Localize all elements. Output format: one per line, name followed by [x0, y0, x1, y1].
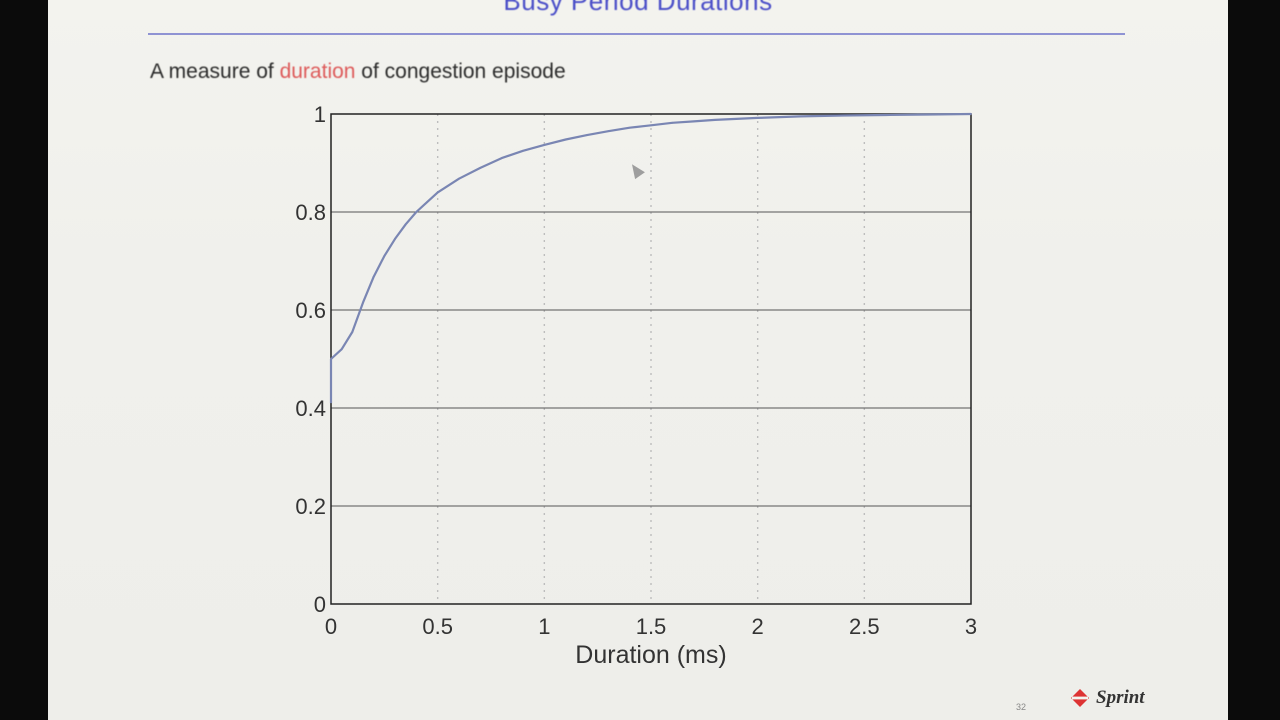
data-point	[586, 134, 588, 136]
data-point	[340, 348, 343, 351]
x-tick-label: 2	[752, 614, 764, 639]
x-tick-label: 0.5	[422, 614, 453, 639]
data-point	[479, 167, 482, 169]
data-point	[735, 118, 738, 120]
data-point	[383, 255, 386, 257]
data-point	[927, 113, 930, 116]
x-tick-label: 2.5	[849, 614, 880, 639]
x-tick-label: 0	[325, 614, 337, 639]
y-tick-label: 1	[314, 102, 326, 127]
brand-name: Sprint	[1096, 687, 1145, 708]
y-tick-label: 0.8	[295, 200, 326, 225]
data-point	[607, 130, 610, 133]
data-point	[426, 201, 428, 204]
data-point	[415, 211, 418, 213]
data-point	[522, 149, 524, 152]
subtitle-highlight: duration	[279, 60, 356, 83]
y-tick-label: 0	[314, 592, 326, 617]
sprint-logo: Sprint	[1070, 687, 1145, 709]
data-point	[404, 223, 407, 226]
title-divider	[148, 33, 1125, 35]
subtitle-post: of congestion episode	[355, 60, 566, 83]
data-point	[714, 118, 716, 121]
data-point	[330, 358, 332, 360]
data-point	[564, 138, 567, 141]
x-tick-label: 1.5	[636, 614, 667, 639]
data-point	[458, 177, 460, 180]
data-point	[756, 117, 759, 119]
horizontal-grid	[331, 211, 971, 507]
subtitle-pre: A measure of	[150, 60, 280, 83]
y-tick-label: 0.2	[295, 494, 326, 519]
data-point	[372, 275, 375, 278]
data-point	[692, 120, 695, 123]
data-point	[628, 126, 631, 129]
slide-number: 32	[1016, 702, 1027, 712]
y-tick-label: 0.4	[295, 396, 326, 421]
vertical-grid	[436, 114, 866, 604]
data-point	[351, 331, 354, 333]
data-point	[671, 121, 674, 124]
data-point	[362, 301, 364, 304]
x-axis-label: Duration (ms)	[575, 641, 726, 669]
series-group	[329, 112, 972, 404]
data-point	[799, 115, 802, 118]
y-tick-label: 0.6	[295, 298, 326, 323]
sprint-diamond-icon	[1071, 689, 1089, 707]
data-point	[650, 124, 652, 127]
slide: Busy Period Durations A measure of durat…	[48, 0, 1228, 720]
data-point	[970, 113, 972, 115]
slide-title: Busy Period Durations	[503, 0, 773, 16]
data-point	[436, 191, 439, 194]
data-point	[394, 238, 396, 240]
x-tick-label: 3	[965, 614, 977, 639]
x-tick-label: 1	[538, 614, 550, 639]
slide-subtitle: A measure of duration of congestion epis…	[150, 60, 566, 84]
data-point	[500, 157, 503, 160]
data-point	[842, 114, 844, 117]
data-point	[543, 143, 546, 146]
tick-labels: 0 0.5 1 1.5 2 2.5 3 0 0.2 0.4 0.6 0.8 1	[295, 102, 977, 639]
data-point	[884, 114, 887, 116]
